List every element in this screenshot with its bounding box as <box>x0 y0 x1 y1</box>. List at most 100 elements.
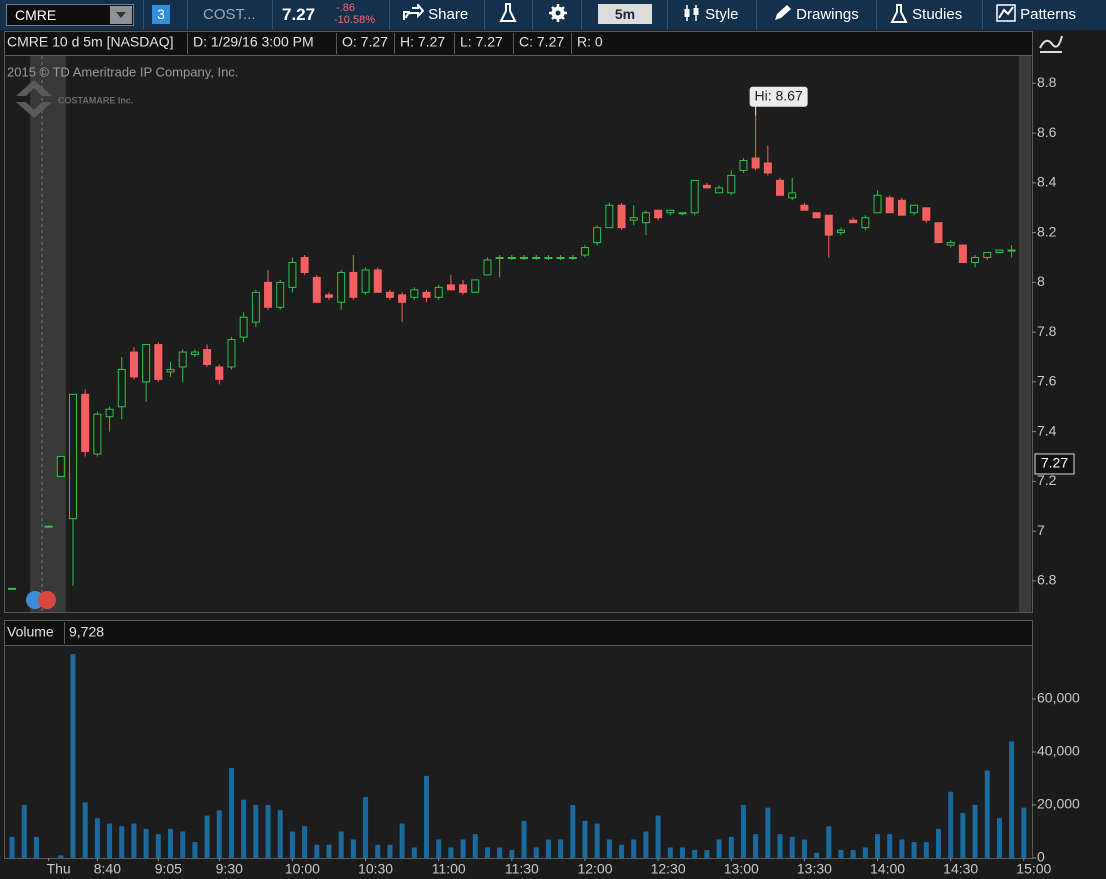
studies-icon <box>890 4 908 23</box>
info-field: L: 7.27 <box>460 34 503 50</box>
y-tick-label: 40,000 <box>1037 743 1080 759</box>
gear-icon <box>549 4 567 22</box>
flask-button[interactable] <box>499 0 517 30</box>
volume-bar <box>1021 807 1027 858</box>
separator <box>876 0 877 30</box>
volume-bar <box>302 826 308 858</box>
candle-body <box>690 179 699 214</box>
candle-body <box>215 366 224 380</box>
style-button[interactable]: Style <box>683 0 739 30</box>
x-tick-label: 10:00 <box>285 861 320 877</box>
share-icon <box>403 2 425 20</box>
symbol-dropdown[interactable] <box>110 6 132 24</box>
candle-body <box>910 204 919 214</box>
candle-body <box>776 179 785 196</box>
link-badge[interactable]: 3 <box>152 5 170 24</box>
pencil-icon <box>775 5 791 20</box>
x-tick-label: 12:30 <box>651 861 686 877</box>
separator <box>756 0 757 30</box>
annotation-box <box>749 86 808 107</box>
candle-body <box>788 192 797 199</box>
y-tick-label: 8.2 <box>1037 223 1057 239</box>
volume-bar <box>643 831 649 858</box>
studies-button[interactable]: Studies <box>890 0 962 30</box>
volume-bar <box>948 791 954 858</box>
candle-body <box>142 344 151 383</box>
candle-body <box>824 214 833 236</box>
settings-button[interactable] <box>548 0 568 30</box>
x-tick-label: 8:40 <box>94 861 121 877</box>
volume-bar <box>107 823 113 858</box>
x-tick-label: 13:30 <box>797 861 832 877</box>
candle-body <box>885 197 894 214</box>
volume-bar <box>289 831 295 858</box>
volume-bar <box>728 836 734 858</box>
separator <box>581 0 582 30</box>
y-tick-label: 7.8 <box>1037 323 1057 339</box>
y-tick-label: 60,000 <box>1037 690 1080 706</box>
candle-body <box>154 344 163 380</box>
candle-body <box>410 289 419 298</box>
candle-body <box>166 368 175 373</box>
candle-body <box>190 351 199 356</box>
volume-bar <box>363 797 369 858</box>
watermark: 2015 © TD Ameritrade IP Company, Inc. <box>7 64 238 79</box>
annotation-label: Hi: 8.67 <box>755 87 803 103</box>
volume-bar <box>972 805 978 858</box>
candle-body <box>678 212 687 215</box>
volume-header <box>5 621 1032 645</box>
separator <box>982 0 983 30</box>
volume-bar <box>667 847 673 858</box>
x-tick-label: 11:30 <box>505 861 539 877</box>
volume-bar <box>765 807 771 858</box>
volume-bar <box>789 836 795 858</box>
drawings-label: Drawings <box>796 6 859 23</box>
candle-body <box>8 587 17 590</box>
candle-body <box>324 294 333 298</box>
candle-body <box>337 271 346 303</box>
candle-body <box>69 393 77 520</box>
share-button[interactable]: Share <box>402 0 468 30</box>
scrollbar <box>1019 56 1031 612</box>
volume-bar <box>960 812 966 858</box>
symbol-box[interactable]: CMRE <box>6 4 134 26</box>
volume-bar <box>70 653 76 858</box>
volume-bar <box>862 847 868 858</box>
candle-body <box>227 339 236 368</box>
volume-bar <box>33 836 39 858</box>
candle-body <box>203 349 212 365</box>
volume-bar <box>204 815 210 858</box>
candle-body <box>385 291 394 298</box>
drawings-button[interactable]: Drawings <box>772 0 859 30</box>
candle-body <box>727 174 736 194</box>
price-panel <box>4 31 1033 613</box>
event-icon[interactable] <box>38 591 56 609</box>
x-tick-label: 14:00 <box>870 861 905 877</box>
candle-body <box>946 242 955 246</box>
y-tick-label: 0 <box>1037 849 1045 865</box>
volume-bar <box>192 842 198 858</box>
candle-body <box>654 209 663 219</box>
info-field: D: 1/29/16 3:00 PM <box>193 34 314 50</box>
premarket-shade <box>30 56 66 612</box>
volume-bar <box>143 828 149 858</box>
candle-body <box>422 291 431 298</box>
company-logo: COSTAMARE Inc. <box>58 95 133 105</box>
candle-body <box>361 269 370 293</box>
autoscale-icon[interactable] <box>1039 35 1063 53</box>
volume-bar <box>387 844 393 858</box>
volume-bar <box>935 828 941 858</box>
volume-bar <box>570 805 576 858</box>
symbol: CMRE <box>15 7 57 23</box>
interval-button[interactable]: 5m <box>598 4 652 24</box>
x-tick-label: 11:00 <box>432 861 466 877</box>
patterns-button[interactable]: Patterns <box>996 0 1076 30</box>
candle-body <box>178 351 187 368</box>
volume-bar <box>58 855 64 858</box>
price-header <box>5 32 1032 55</box>
candle-body <box>398 294 407 303</box>
volume-bar <box>1009 741 1015 858</box>
description: COST... <box>203 6 256 23</box>
candle-body <box>349 271 358 298</box>
candle-body <box>983 252 992 259</box>
